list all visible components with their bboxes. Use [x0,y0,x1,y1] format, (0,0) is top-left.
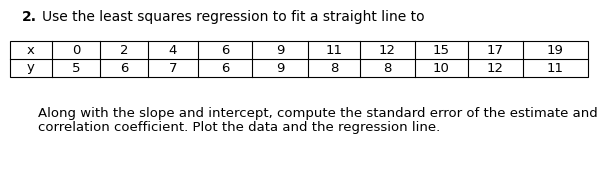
Text: x: x [27,43,35,56]
Text: 9: 9 [276,43,284,56]
Text: 0: 0 [72,43,80,56]
Text: 4: 4 [169,43,177,56]
Text: 6: 6 [221,62,229,75]
Text: 6: 6 [120,62,128,75]
Text: 15: 15 [433,43,450,56]
Text: 2: 2 [120,43,128,56]
Text: 17: 17 [487,43,504,56]
Text: 8: 8 [330,62,338,75]
Text: 9: 9 [276,62,284,75]
Text: 5: 5 [72,62,80,75]
Text: correlation coefficient. Plot the data and the regression line.: correlation coefficient. Plot the data a… [38,121,440,134]
Text: Use the least squares regression to fit a straight line to: Use the least squares regression to fit … [42,10,425,24]
Text: 11: 11 [547,62,564,75]
Text: Along with the slope and intercept, compute the standard error of the estimate a: Along with the slope and intercept, comp… [38,107,598,120]
Text: 10: 10 [433,62,450,75]
Text: y: y [27,62,35,75]
Text: 7: 7 [169,62,177,75]
Bar [10,41,588,77]
Text: 6: 6 [221,43,229,56]
Text: 12: 12 [487,62,504,75]
Text: 11: 11 [325,43,343,56]
Text: 2.: 2. [22,10,37,24]
Text: 19: 19 [547,43,564,56]
Text: 12: 12 [379,43,396,56]
Text: 8: 8 [383,62,392,75]
